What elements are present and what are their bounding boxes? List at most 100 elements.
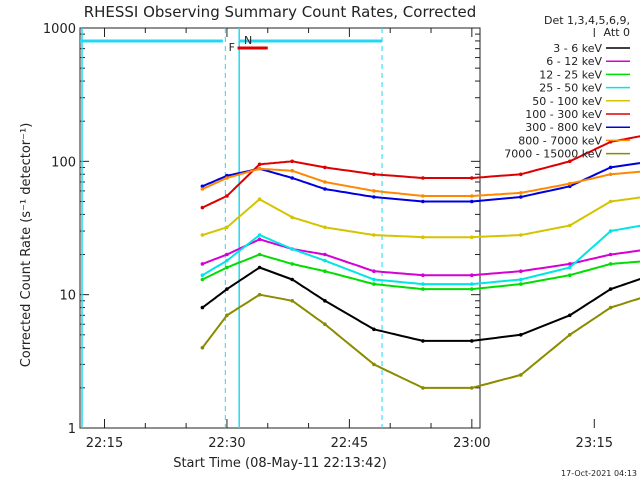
data-point xyxy=(225,252,229,257)
night-flag-label: N xyxy=(244,34,252,47)
data-point xyxy=(470,386,474,390)
data-point xyxy=(421,386,425,390)
data-point xyxy=(421,282,425,286)
data-point xyxy=(323,180,327,184)
data-point xyxy=(372,233,376,237)
data-point xyxy=(470,235,474,239)
legend-label: 25 - 50 keV xyxy=(539,82,602,95)
data-point xyxy=(519,282,523,286)
data-point xyxy=(257,166,262,171)
series-2 xyxy=(200,252,640,291)
data-point xyxy=(608,252,613,257)
legend-label: 7000 - 15000 keV xyxy=(504,148,602,161)
plot-frame xyxy=(79,27,481,429)
chart-title: RHESSI Observing Summary Count Rates, Co… xyxy=(84,3,477,21)
data-point xyxy=(323,258,327,263)
data-point xyxy=(200,233,205,237)
data-point xyxy=(225,287,229,291)
series-0 xyxy=(200,265,640,343)
data-point xyxy=(608,305,613,310)
series-6 xyxy=(200,162,640,204)
data-point xyxy=(323,269,327,274)
data-point xyxy=(568,181,572,186)
flare-flag-label: F xyxy=(229,41,235,54)
data-point xyxy=(608,172,613,177)
data-point xyxy=(200,305,205,310)
data-point xyxy=(290,299,295,303)
data-point xyxy=(568,184,572,189)
data-point xyxy=(200,273,205,278)
x-tick-label: 23:00 xyxy=(453,436,490,451)
data-point xyxy=(225,258,229,263)
data-point xyxy=(372,327,376,332)
y-tick-label: 1000 xyxy=(43,22,76,37)
legend-label: 6 - 12 keV xyxy=(546,55,602,68)
legend-item: 800 - 7000 keV xyxy=(518,134,630,147)
series-4 xyxy=(200,196,640,239)
data-point xyxy=(470,282,474,286)
legend-header-line-2: Att 0 xyxy=(604,26,630,39)
legend-item: 100 - 300 keV xyxy=(525,108,630,121)
legend-item: 6 - 12 keV xyxy=(546,55,630,68)
data-point xyxy=(290,262,295,266)
data-point xyxy=(225,194,229,198)
series-1 xyxy=(200,237,640,278)
data-point xyxy=(323,165,327,170)
data-point xyxy=(608,165,613,170)
x-axis-label: Start Time (08-May-11 22:13:42) xyxy=(173,456,387,471)
timestamp: 17-Oct-2021 04:13 xyxy=(561,469,637,478)
series-line xyxy=(201,266,640,342)
data-point xyxy=(257,233,262,237)
data-point xyxy=(200,187,205,191)
data-point xyxy=(568,262,572,266)
data-point xyxy=(519,277,523,282)
data-point xyxy=(200,345,205,350)
data-point xyxy=(519,191,523,195)
legend-label: 50 - 100 keV xyxy=(532,95,602,108)
x-tick-label: 22:30 xyxy=(208,436,245,451)
data-point xyxy=(568,265,572,270)
data-point xyxy=(257,237,262,242)
plot-area: 110100100022:1522:3022:4523:0023:1523:30… xyxy=(43,22,640,451)
data-point xyxy=(421,339,425,343)
legend-item: 50 - 100 keV xyxy=(532,95,630,108)
data-point xyxy=(421,176,425,180)
data-point xyxy=(290,159,295,164)
data-point xyxy=(257,197,262,201)
series-7 xyxy=(200,166,640,198)
data-point xyxy=(200,277,205,282)
data-point xyxy=(470,287,474,291)
data-point xyxy=(421,273,425,278)
data-point xyxy=(257,252,262,257)
data-point xyxy=(372,195,376,199)
data-point xyxy=(421,194,425,198)
y-axis-label: Corrected Count Rate (s⁻¹ detector⁻¹) xyxy=(19,123,34,368)
data-point xyxy=(372,362,376,367)
data-point xyxy=(257,162,262,167)
data-point xyxy=(257,265,262,270)
data-point xyxy=(290,247,295,251)
data-point xyxy=(372,277,376,282)
data-point xyxy=(608,229,613,233)
series-3 xyxy=(200,224,640,286)
data-point xyxy=(568,159,572,164)
data-point xyxy=(290,168,295,173)
data-point xyxy=(372,282,376,286)
data-point xyxy=(323,187,327,191)
data-point xyxy=(608,287,613,291)
data-point xyxy=(290,215,295,220)
y-tick-label: 100 xyxy=(51,155,76,170)
data-point xyxy=(257,292,262,297)
legend-item: 25 - 50 keV xyxy=(539,82,630,95)
data-point xyxy=(519,195,523,199)
data-point xyxy=(372,189,376,193)
data-point xyxy=(519,333,523,337)
data-point xyxy=(225,265,229,270)
data-point xyxy=(421,287,425,291)
data-point xyxy=(421,199,425,204)
data-point xyxy=(372,269,376,274)
data-point xyxy=(290,277,295,282)
data-point xyxy=(519,233,523,237)
